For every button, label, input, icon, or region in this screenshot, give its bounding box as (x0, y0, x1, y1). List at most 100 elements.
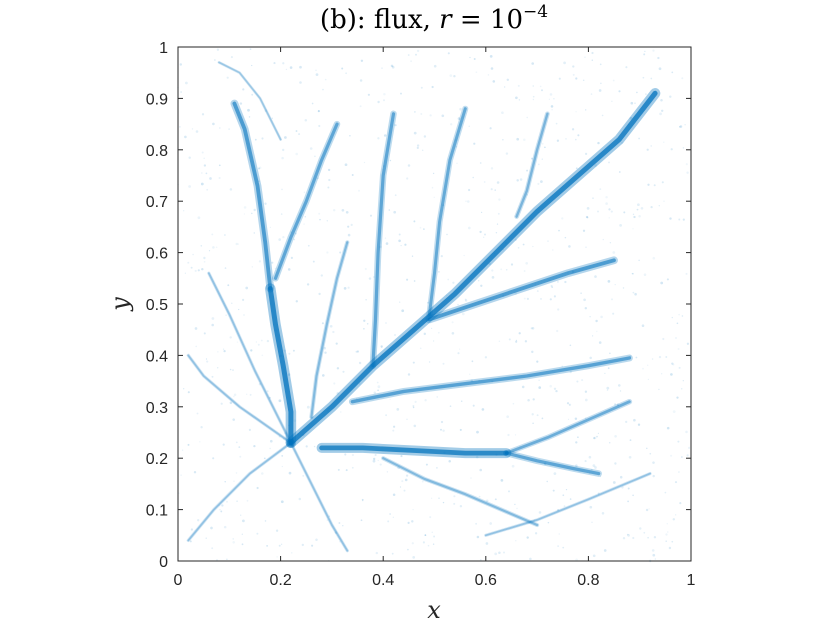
flux-background-point (480, 284, 483, 287)
flux-background-point (512, 402, 515, 405)
flux-background-point (264, 109, 268, 112)
flux-background-point (625, 420, 628, 424)
flux-background-point (412, 361, 415, 364)
flux-background-point (515, 339, 518, 342)
flux-background-point (585, 215, 589, 219)
flux-background-point (500, 268, 503, 271)
flux-background-point (526, 169, 529, 172)
flux-background-point (490, 167, 494, 170)
flux-background-point (424, 534, 427, 536)
flux-background-point (421, 480, 424, 483)
flux-channel-core-15 (187, 441, 292, 542)
flux-background-point (648, 508, 650, 510)
flux-background-point (445, 294, 448, 297)
flux-background-point (536, 414, 539, 417)
flux-channel-core-1 (232, 101, 273, 291)
flux-background-point (342, 370, 345, 373)
flux-background-point (610, 210, 613, 213)
flux-background-point (505, 268, 508, 271)
flux-background-point (269, 439, 273, 443)
flux-background-point (672, 363, 675, 366)
flux-channel-core-16 (289, 441, 349, 552)
flux-background-point (223, 234, 226, 236)
flux-background-point (569, 370, 572, 374)
flux-background-point (255, 341, 258, 343)
flux-background-point (389, 159, 392, 162)
flux-background-point (364, 267, 367, 271)
flux-channel-19 (484, 471, 652, 537)
flux-background-point (553, 295, 556, 298)
flux-background-point (407, 373, 411, 376)
flux-background-point (211, 375, 214, 378)
flux-background-point (208, 250, 211, 252)
flux-background-point (349, 135, 351, 137)
flux-background-point (318, 292, 321, 296)
flux-background-point (556, 329, 559, 333)
flux-background-point (463, 254, 465, 257)
flux-background-point (214, 59, 216, 61)
flux-background-point (671, 540, 674, 543)
flux-channel-10 (426, 105, 469, 318)
flux-background-point (188, 156, 191, 159)
flux-background-point (672, 518, 676, 521)
flux-background-point (258, 166, 262, 169)
flux-background-point (598, 341, 602, 344)
flux-background-point (200, 182, 204, 186)
flux-background-point (360, 519, 363, 522)
flux-background-point (281, 148, 285, 152)
x-tick-label: 0 (174, 572, 183, 589)
flux-background-point (682, 218, 685, 221)
flux-background-point (356, 350, 360, 353)
flux-background-point (228, 128, 230, 130)
flux-background-point (598, 89, 602, 92)
flux-background-point (206, 360, 209, 363)
flux-background-point (532, 422, 534, 424)
flux-background-point (531, 326, 535, 330)
title-prefix: (b): flux, (320, 5, 439, 35)
flux-background-point (282, 235, 285, 239)
flux-background-point (574, 417, 578, 420)
flux-background-point (372, 459, 376, 463)
flux-background-point (373, 391, 377, 394)
flux-background-point (612, 251, 616, 254)
flux-background-point (575, 167, 578, 170)
flux-background-point (582, 79, 585, 82)
flux-background-point (283, 349, 286, 352)
x-tick-label: 1 (687, 572, 696, 589)
flux-background-point (496, 181, 500, 184)
flux-background-point (345, 72, 347, 75)
flux-background-point (619, 475, 623, 479)
flux-background-point (642, 367, 644, 370)
flux-background-point (318, 124, 321, 128)
flux-channel-core-12 (310, 241, 349, 419)
flux-background-point (612, 312, 615, 315)
flux-background-point (220, 510, 223, 513)
flux-background-point (666, 278, 669, 281)
flux-background-point (424, 534, 427, 536)
flux-background-point (247, 108, 250, 112)
flux-background-point (617, 384, 621, 387)
flux-background-point (209, 177, 212, 180)
flux-background-point (590, 93, 593, 95)
flux-background-point (541, 142, 544, 145)
flux-background-point (387, 520, 390, 523)
flux-background-point (232, 369, 234, 371)
flux-background-point (622, 536, 626, 540)
flux-background-point (457, 117, 461, 120)
flux-background-point (295, 130, 298, 132)
flux-background-point (432, 340, 435, 342)
flux-background-point (524, 340, 528, 343)
flux-background-point (612, 481, 616, 484)
flux-background-point (377, 459, 379, 462)
flux-background-point (483, 233, 487, 236)
flux-background-point (488, 262, 491, 266)
flux-background-point (195, 130, 199, 133)
flux-background-point (314, 155, 316, 158)
flux-background-point (373, 276, 375, 278)
flux-channel-core-2 (273, 122, 339, 280)
flux-background-point (498, 198, 501, 201)
flux-background-point (645, 93, 647, 95)
flux-background-point (206, 188, 209, 191)
flux-background-point (588, 455, 592, 459)
flux-background-point (393, 333, 397, 337)
